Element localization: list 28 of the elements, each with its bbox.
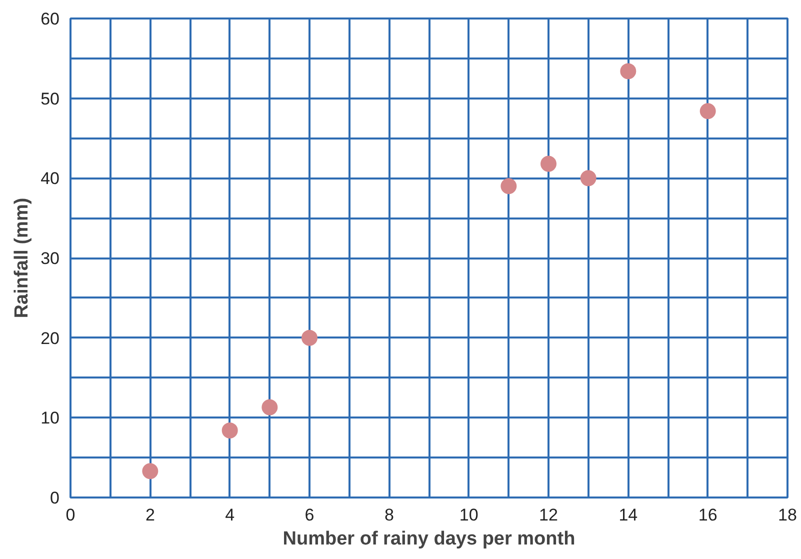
point	[262, 399, 278, 416]
y-tick-label: 60	[40, 10, 60, 28]
point	[700, 103, 716, 120]
x-tick-label: 4	[225, 506, 235, 524]
x-tick-label: 14	[618, 506, 638, 524]
x-tick-label: 0	[66, 506, 76, 524]
point	[580, 170, 596, 186]
x-tick-label: 8	[384, 506, 394, 524]
x-tick-label: 2	[145, 506, 155, 524]
x-tick-label: 12	[539, 506, 558, 524]
y-tick-label: 20	[40, 328, 60, 348]
x-tick-label: 6	[304, 506, 314, 524]
y-tick-label: 10	[40, 408, 60, 428]
point	[540, 156, 556, 172]
x-axis-title: Number of rainy days per month	[282, 528, 576, 550]
y-axis-title: Rainfall (mm)	[12, 198, 33, 318]
x-tick-label: 16	[698, 506, 718, 524]
x-tick-label: 18	[778, 506, 797, 524]
y-tick-label: 0	[50, 488, 60, 508]
y-tick-label: 50	[40, 89, 60, 108]
y-tick-label: 30	[40, 249, 60, 268]
point	[620, 63, 636, 80]
y-tick-label: 40	[40, 169, 60, 188]
point	[500, 178, 517, 194]
point	[142, 463, 158, 480]
x-tick-label: 10	[459, 506, 478, 524]
point	[222, 422, 238, 438]
point	[302, 330, 318, 346]
